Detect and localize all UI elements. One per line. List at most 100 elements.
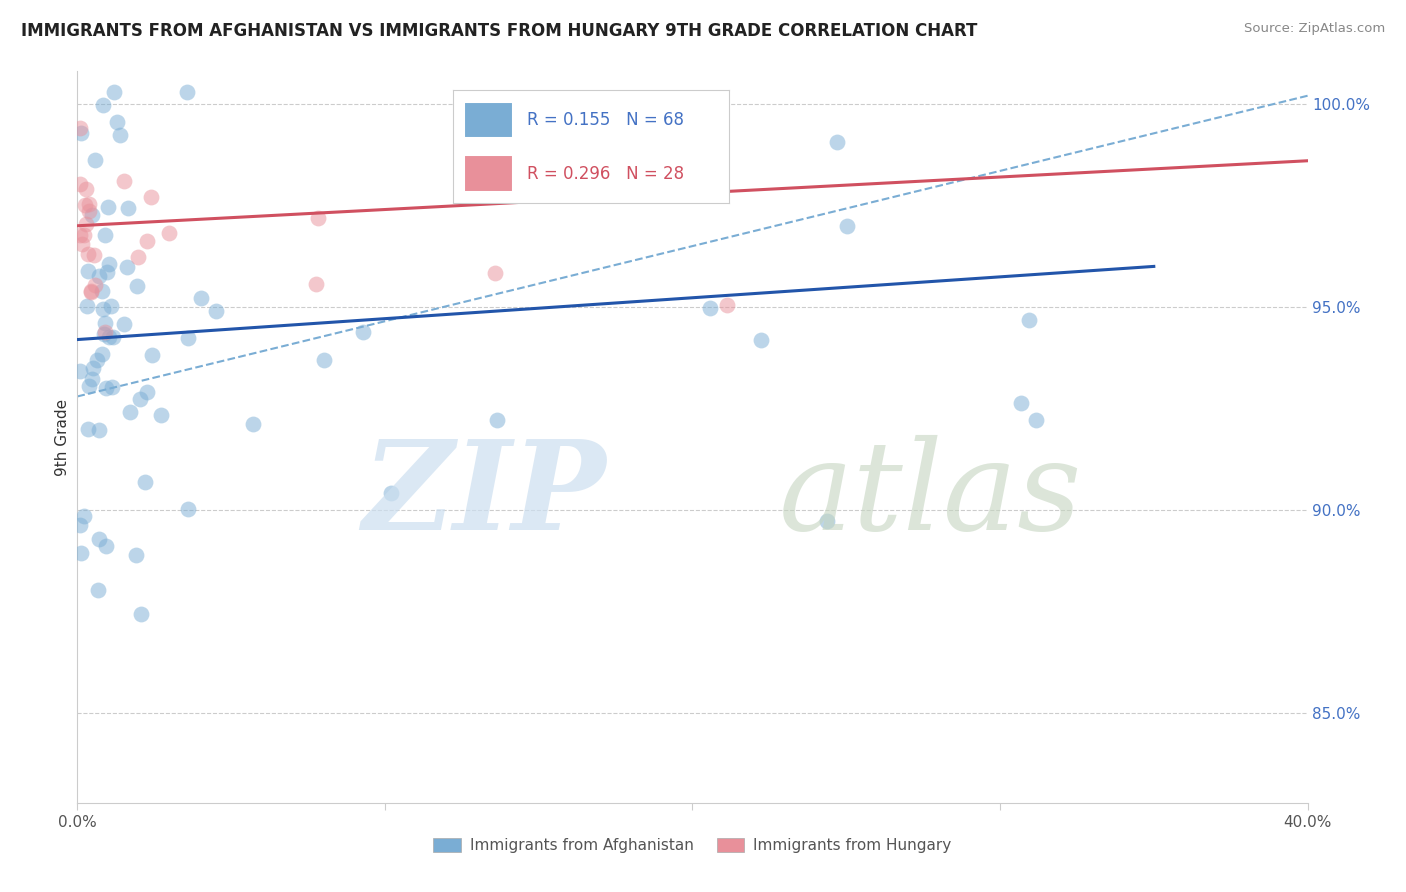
Point — [176, 85, 198, 99]
Point — [83, 153, 105, 168]
Point — [150, 408, 173, 422]
Y-axis label: 9th Grade: 9th Grade — [55, 399, 70, 475]
Point — [96, 265, 118, 279]
Point — [112, 174, 135, 188]
Point — [80, 207, 103, 221]
Point — [1025, 413, 1047, 427]
Point — [716, 298, 738, 312]
Point — [75, 182, 97, 196]
Point — [77, 247, 100, 261]
Point — [77, 264, 100, 278]
Point — [76, 299, 98, 313]
Point — [190, 291, 212, 305]
Point — [94, 539, 117, 553]
Point — [97, 200, 120, 214]
Point — [73, 197, 96, 211]
Point — [479, 110, 502, 124]
Point — [70, 126, 93, 140]
Point — [103, 85, 125, 99]
Point — [131, 607, 153, 622]
Point — [128, 392, 150, 407]
Point — [484, 266, 506, 280]
Point — [73, 508, 96, 523]
Text: IMMIGRANTS FROM AFGHANISTAN VS IMMIGRANTS FROM HUNGARY 9TH GRADE CORRELATION CHA: IMMIGRANTS FROM AFGHANISTAN VS IMMIGRANT… — [21, 22, 977, 40]
Point — [314, 353, 336, 368]
Point — [118, 405, 141, 419]
Point — [87, 533, 110, 547]
Point — [485, 412, 508, 426]
Point — [502, 174, 524, 188]
Point — [77, 203, 100, 218]
Point — [749, 333, 772, 347]
Point — [817, 514, 839, 528]
Point — [80, 285, 103, 299]
Point — [94, 325, 117, 339]
Point — [69, 364, 91, 378]
Point — [204, 304, 226, 318]
Point — [835, 219, 858, 233]
Point — [177, 502, 200, 516]
Point — [94, 316, 117, 330]
Point — [1018, 313, 1040, 327]
Point — [93, 326, 115, 341]
Point — [70, 237, 93, 252]
Point — [83, 277, 105, 292]
Point — [117, 201, 139, 215]
Point — [90, 284, 112, 298]
Point — [89, 269, 111, 284]
Point — [125, 278, 148, 293]
Point — [136, 384, 159, 399]
Point — [87, 423, 110, 437]
Point — [112, 317, 135, 331]
Point — [77, 196, 100, 211]
Point — [69, 546, 91, 560]
Point — [77, 422, 100, 436]
Point — [136, 234, 159, 248]
Point — [75, 218, 97, 232]
Text: atlas: atlas — [779, 434, 1083, 557]
Point — [624, 182, 647, 196]
Point — [91, 347, 114, 361]
Point — [80, 285, 103, 299]
Point — [86, 353, 108, 368]
Point — [82, 361, 104, 376]
Point — [98, 257, 121, 271]
Point — [87, 582, 110, 597]
Point — [307, 211, 329, 226]
Point — [96, 381, 118, 395]
Point — [91, 301, 114, 316]
Point — [98, 330, 121, 344]
Point — [352, 326, 374, 340]
Point — [100, 300, 122, 314]
Point — [83, 248, 105, 262]
Point — [134, 475, 156, 489]
Point — [82, 372, 104, 386]
Text: ZIP: ZIP — [363, 434, 606, 557]
Point — [69, 518, 91, 533]
Point — [115, 260, 138, 274]
Point — [1010, 396, 1032, 410]
Point — [79, 379, 101, 393]
Point — [108, 128, 131, 143]
Point — [69, 177, 91, 191]
Point — [540, 93, 562, 107]
Point — [141, 348, 163, 362]
Point — [69, 228, 91, 243]
Point — [91, 97, 114, 112]
Point — [380, 486, 402, 500]
Legend: Immigrants from Afghanistan, Immigrants from Hungary: Immigrants from Afghanistan, Immigrants … — [426, 830, 959, 861]
Point — [305, 277, 328, 292]
Point — [105, 114, 128, 128]
Point — [94, 228, 117, 243]
Point — [100, 379, 122, 393]
Point — [101, 330, 124, 344]
Point — [177, 330, 200, 344]
Point — [699, 301, 721, 315]
Point — [159, 226, 181, 240]
Point — [125, 549, 148, 563]
Point — [141, 190, 163, 204]
Point — [69, 121, 91, 136]
Point — [73, 228, 96, 243]
Point — [127, 250, 149, 264]
Point — [242, 417, 264, 431]
